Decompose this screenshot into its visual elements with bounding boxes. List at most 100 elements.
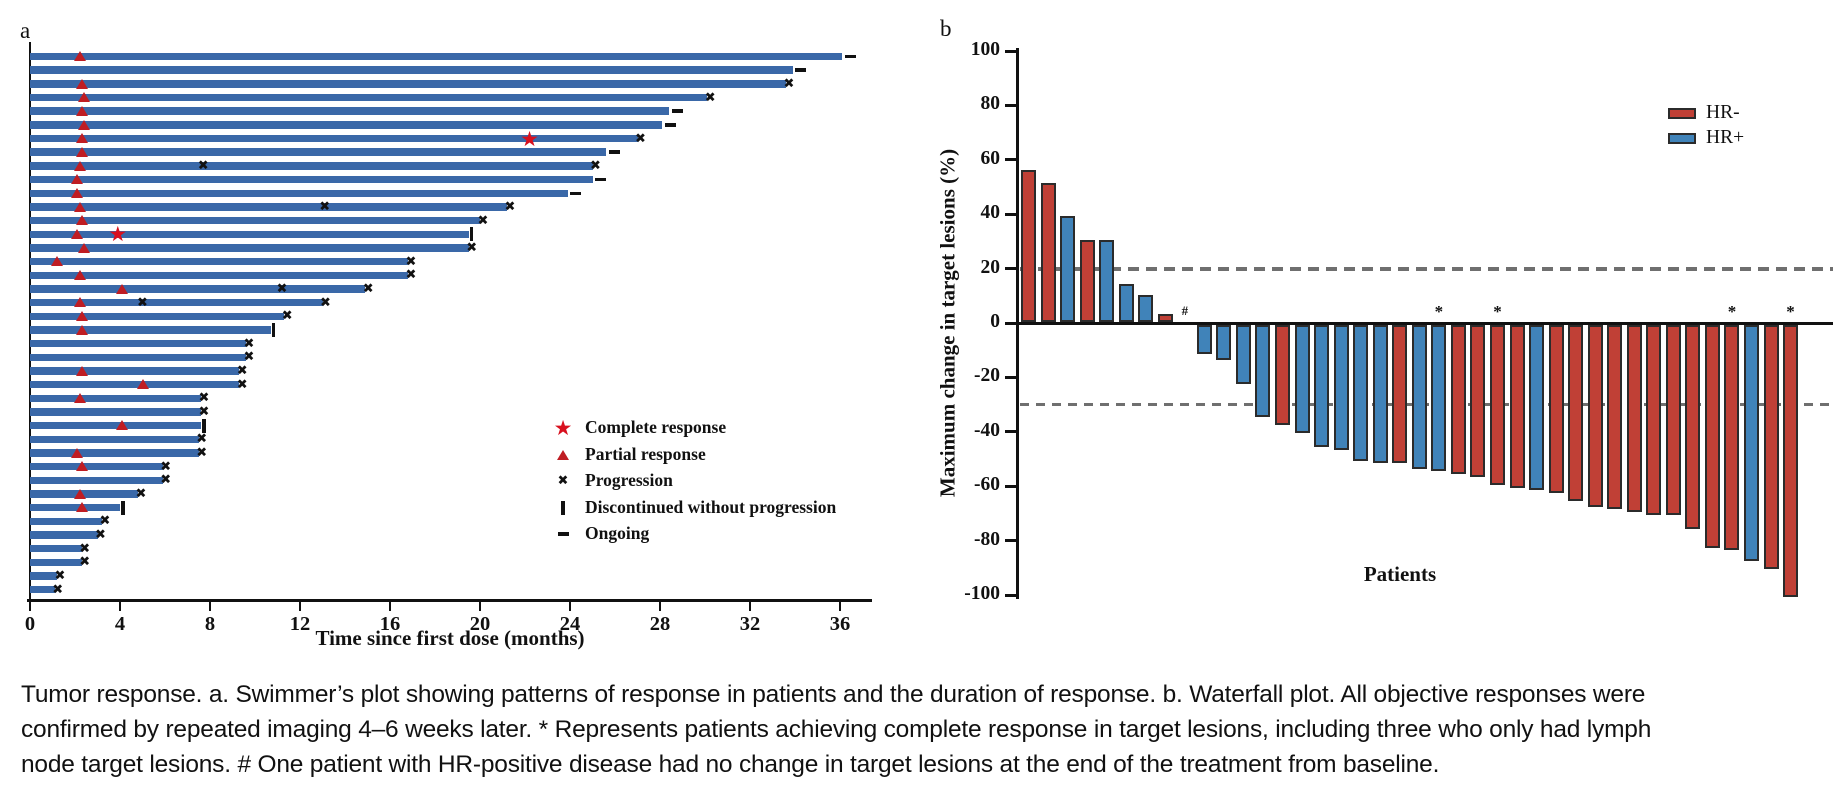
waterfall-bar (1529, 324, 1545, 491)
waterfall-y-tick-label: 0 (990, 311, 1000, 332)
swimmer-x-tick (28, 601, 32, 611)
waterfall-y-tick-label: -80 (974, 528, 1000, 550)
waterfall-bar (1255, 324, 1271, 417)
waterfall-y-tick (1005, 49, 1016, 53)
swimmer-x-tick (838, 601, 842, 611)
complete-response-asterisk: * (1434, 302, 1444, 321)
swimmer-bar (30, 435, 199, 444)
swimmer-bar (30, 134, 638, 143)
partial-response-icon (75, 324, 88, 335)
swimmer-bar (30, 107, 669, 115)
waterfall-x-axis-title: Patients (1363, 562, 1437, 586)
ongoing-icon (595, 177, 606, 182)
waterfall-bar (1157, 313, 1173, 322)
swimmer-x-tick (298, 601, 302, 611)
progression-icon: ✖ (281, 308, 293, 324)
waterfall-bar (1294, 324, 1310, 434)
waterfall-bar (1333, 324, 1349, 450)
partial-response-icon (71, 188, 84, 199)
partial-response-icon (75, 215, 88, 226)
swimmer-x-axis-title: Time since first dose (months) (315, 626, 585, 650)
progression-icon: ✖ (198, 404, 210, 420)
swimmer-bar (30, 394, 201, 403)
swimmer-x-tick (388, 601, 392, 611)
complete-response-asterisk: * (1727, 302, 1737, 321)
figure-caption: Tumor response. a. Swimmer’s plot showin… (21, 681, 1651, 786)
swimmer-bar (30, 558, 82, 567)
progression-icon: ✖ (243, 336, 255, 352)
waterfall-zero-line (1017, 321, 1833, 325)
legend-item-label: Partial response (585, 443, 706, 464)
swimmer-bar (30, 531, 98, 539)
waterfall-y-tick (1005, 212, 1016, 216)
swimmer-x-tick-label: 0 (24, 613, 36, 635)
partial-response-icon (73, 201, 86, 212)
partial-response-icon (75, 106, 88, 117)
swimmer-bar (30, 271, 408, 280)
swimmer-x-tick-label: 16 (379, 613, 401, 635)
partial-response-icon (71, 447, 84, 458)
swimmer-bar (30, 52, 843, 61)
progression-icon: ✖ (243, 349, 255, 365)
legend-item-label: Complete response (585, 417, 727, 437)
complete-response-asterisk: * (1493, 302, 1502, 321)
progression-icon: ✖ (635, 131, 646, 147)
swimmer-bar (30, 203, 507, 211)
swimmer-bar (30, 408, 201, 416)
swimmer-x-tick (118, 601, 122, 611)
swimmer-bar (30, 585, 55, 594)
progression-icon: ✖ (52, 582, 64, 598)
waterfall-y-axis-title: Maximum change in target lesions (%) (935, 148, 960, 498)
waterfall-y-tick (1005, 103, 1016, 107)
swimmer-x-tick-label: 28 (649, 613, 671, 635)
progression-icon: ✖ (197, 158, 209, 174)
progression-icon: ✖ (704, 90, 716, 106)
swimmer-bar (30, 503, 120, 512)
waterfall-bar (1587, 324, 1603, 507)
complete-response-asterisk: * (1786, 302, 1795, 321)
waterfall-bar (1353, 324, 1369, 461)
swimmer-bar (30, 517, 102, 526)
partial-response-icon (116, 283, 129, 294)
ongoing-icon (795, 68, 807, 72)
swimmer-x-tick (478, 601, 482, 611)
discontinued-icon (202, 418, 206, 433)
swimmer-x-tick (568, 601, 572, 611)
swimmer-bar (30, 544, 82, 553)
swimmer-bar (30, 175, 593, 184)
progression-icon: ✖ (196, 431, 208, 447)
caption-line-3: node target lesions. # One patient with … (21, 751, 1440, 778)
progression-icon: ✖ (79, 554, 91, 570)
ongoing-icon (844, 54, 856, 59)
legend-item-label: Ongoing (585, 523, 650, 543)
waterfall-bar (1314, 324, 1330, 447)
waterfall-bar (1646, 324, 1662, 515)
complete-response-icon: ★ (520, 126, 539, 151)
progression-icon: ✖ (198, 390, 210, 406)
partial-response-icon (136, 379, 149, 390)
swimmer-bar (30, 93, 708, 102)
waterfall-y-tick-label: -40 (974, 419, 1000, 441)
progression-icon: ✖ (236, 363, 248, 379)
swimmer-bar (30, 380, 240, 389)
partial-response-icon (73, 393, 86, 404)
swimmer-bar (30, 326, 271, 334)
progression-icon: ✖ (54, 568, 66, 584)
waterfall-y-tick-label: 60 (980, 147, 1001, 169)
waterfall-y-tick (1005, 539, 1016, 543)
swimmer-bar (30, 462, 163, 471)
discontinued-icon (271, 322, 276, 337)
progression-icon: ✖ (362, 281, 374, 297)
swimmer-bar (30, 339, 246, 348)
swimmer-bar (30, 312, 285, 321)
progression-icon: ✖ (137, 295, 148, 311)
legend-item-label: Discontinued without progression (585, 496, 837, 517)
progression-icon: ✖ (405, 267, 417, 283)
partial-response-icon (71, 174, 84, 185)
waterfall-bar (1763, 324, 1779, 570)
swimmer-bar (30, 572, 57, 580)
partial-response-icon (75, 147, 88, 158)
swimmer-bar (30, 257, 408, 266)
waterfall-bar (1060, 215, 1076, 322)
